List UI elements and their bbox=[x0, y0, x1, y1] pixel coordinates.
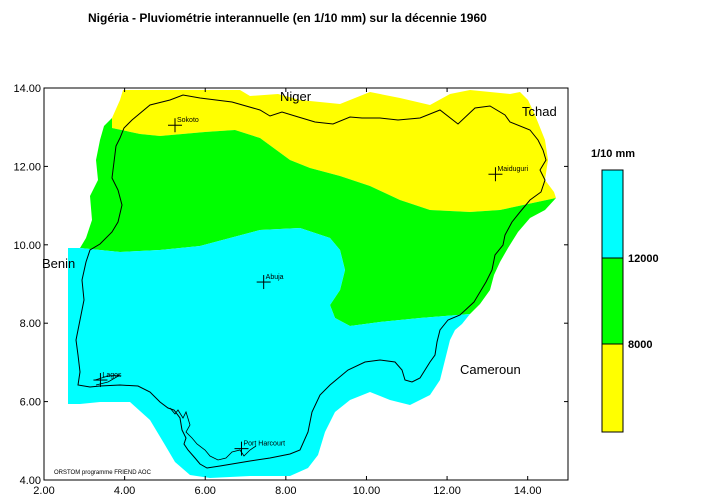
label-tchad: Tchad bbox=[522, 104, 557, 119]
axis-tick-labels: 2.00 4.00 6.00 8.00 10.00 12.00 14.0014.0012.0… bbox=[13, 83, 541, 497]
legend-label-8000: 8000 bbox=[628, 339, 652, 351]
x-tick-label: 10.00 bbox=[353, 485, 381, 497]
label-cameroun: Cameroun bbox=[460, 362, 521, 377]
x-tick-label: 4.00 bbox=[114, 485, 135, 497]
x-tick-label: 12.00 bbox=[433, 485, 461, 497]
city-marker: Abuja bbox=[256, 274, 284, 290]
x-tick-label: 2.00 bbox=[33, 485, 54, 497]
legend-swatch-wet bbox=[601, 169, 624, 259]
legend-bar bbox=[601, 169, 624, 433]
city-marker: Maiduguri bbox=[488, 166, 529, 182]
legend-title: 1/10 mm bbox=[591, 148, 635, 160]
x-tick-label: 8.00 bbox=[275, 485, 296, 497]
city-label: Port Harcourt bbox=[244, 441, 286, 448]
zone-medium bbox=[80, 118, 556, 326]
map-title: Nigéria - Pluviométrie interannuelle (en… bbox=[88, 11, 487, 25]
city-label: Abuja bbox=[266, 274, 284, 281]
city-label: Lagos bbox=[102, 372, 122, 379]
axis-ticks bbox=[43, 87, 568, 481]
legend-label-12000: 12000 bbox=[628, 253, 659, 265]
coastal-detail bbox=[94, 374, 257, 461]
zone-dry bbox=[112, 90, 556, 212]
nigeria-border bbox=[75, 94, 547, 469]
zone-wet bbox=[68, 228, 470, 478]
city-label: Sokoto bbox=[177, 117, 199, 124]
credit-text: ORSTOM programme FRIEND AOC bbox=[54, 470, 152, 476]
plot-frame bbox=[43, 87, 569, 481]
legend-swatch-medium bbox=[601, 257, 624, 345]
y-tick-label: 4.00 bbox=[20, 475, 41, 487]
y-tick-label: 8.00 bbox=[20, 318, 41, 330]
y-tick-label: 6.00 bbox=[20, 397, 41, 409]
city-markers: Sokoto Maiduguri Abuja Lagos Port Harcourt bbox=[93, 117, 529, 456]
label-niger: Niger bbox=[280, 89, 312, 104]
city-marker: Lagos bbox=[93, 372, 122, 388]
city-marker: Sokoto bbox=[168, 117, 199, 133]
x-tick-label: 14.00 bbox=[514, 485, 542, 497]
y-tick-label: 10.00 bbox=[13, 240, 41, 252]
y-tick-label: 12.00 bbox=[13, 161, 41, 173]
rainfall-zones bbox=[68, 90, 556, 478]
city-marker: Port Harcourt bbox=[234, 441, 286, 456]
label-benin: Benin bbox=[42, 256, 75, 271]
y-tick-label: 14.00 bbox=[13, 83, 41, 95]
x-tick-label: 6.00 bbox=[195, 485, 216, 497]
legend-swatch-dry bbox=[601, 343, 624, 433]
city-label: Maiduguri bbox=[497, 166, 528, 173]
